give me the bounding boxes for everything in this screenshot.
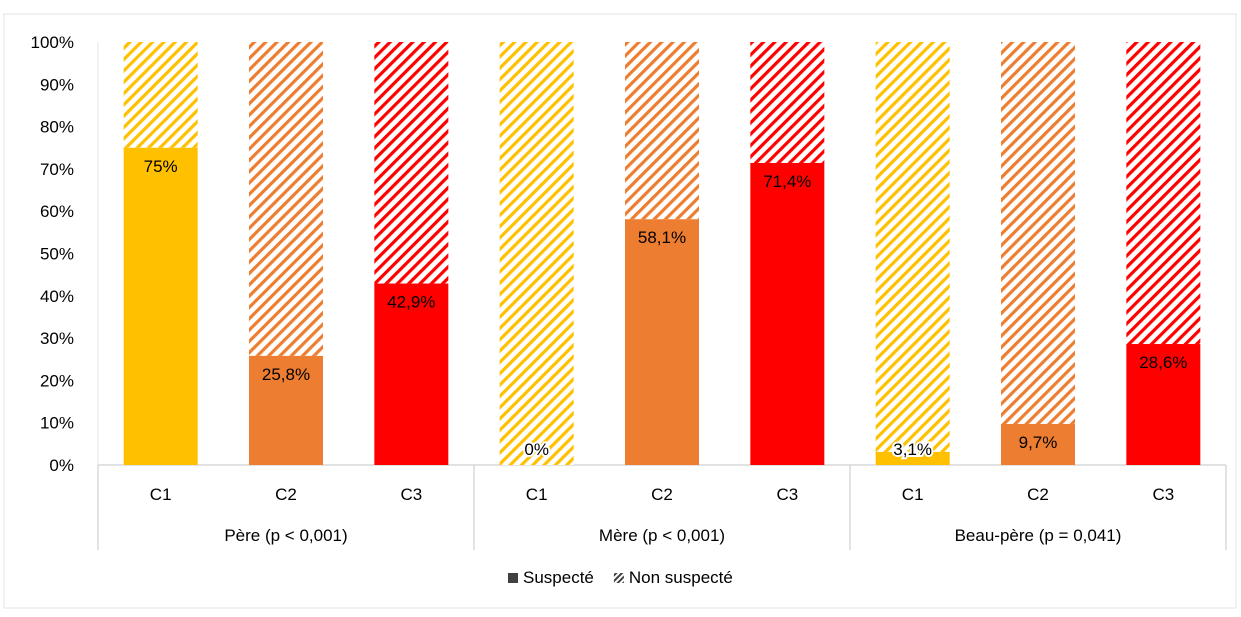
bar-non-suspect [625,42,699,220]
legend-swatch [613,573,624,583]
bar-suspect [1001,423,1075,465]
data-label: 71,4% [763,172,811,191]
bar-suspect [875,451,950,465]
category-label: C2 [1027,485,1049,504]
bar-suspect [123,147,198,465]
bar-non-suspect [750,42,825,163]
bar-suspect [374,283,449,465]
y-tick-label: 100% [31,33,74,52]
data-label: 9,7% [1019,433,1058,452]
legend-swatch [508,573,518,583]
bar-suspect [1126,344,1201,465]
category-label: C1 [902,485,924,504]
bar-suspect [750,162,825,465]
group-label: Beau-père (p = 0,041) [955,526,1122,545]
y-tick-label: 30% [40,329,74,348]
y-tick-label: 70% [40,160,74,179]
data-label: 25,8% [262,365,310,384]
category-label: C3 [400,485,422,504]
y-tick-label: 0% [49,456,74,475]
category-label: C2 [275,485,297,504]
bar-non-suspect [499,42,574,465]
category-label: C1 [150,485,172,504]
bar-suspect [625,219,699,465]
group-label: Mère (p < 0,001) [599,526,725,545]
chart-frame [3,13,1237,609]
y-tick-label: 10% [40,414,74,433]
category-label: C2 [651,485,673,504]
data-label: 3,1% [893,440,932,459]
bar-non-suspect [123,42,198,148]
data-label: 0% [524,440,549,459]
category-label: C3 [776,485,798,504]
y-tick-label: 20% [40,371,74,390]
data-label: 58,1% [638,228,686,247]
legend-label: Suspecté [523,568,594,587]
y-tick-label: 40% [40,287,74,306]
y-tick-label: 80% [40,118,74,137]
bar-non-suspect [249,42,323,356]
data-label: 28,6% [1139,353,1187,372]
category-label: C1 [526,485,548,504]
bar-suspect [249,355,323,465]
bar-non-suspect [1001,42,1075,424]
group-label: Père (p < 0,001) [224,526,347,545]
bar-non-suspect [1126,42,1201,345]
bar-non-suspect [875,42,950,452]
data-label: 42,9% [387,293,435,312]
legend-label: Non suspecté [629,568,733,587]
category-label: C3 [1152,485,1174,504]
y-tick-label: 90% [40,75,74,94]
data-label: 75% [144,157,178,176]
bar-non-suspect [374,42,449,284]
y-tick-label: 50% [40,245,74,264]
y-tick-label: 60% [40,202,74,221]
